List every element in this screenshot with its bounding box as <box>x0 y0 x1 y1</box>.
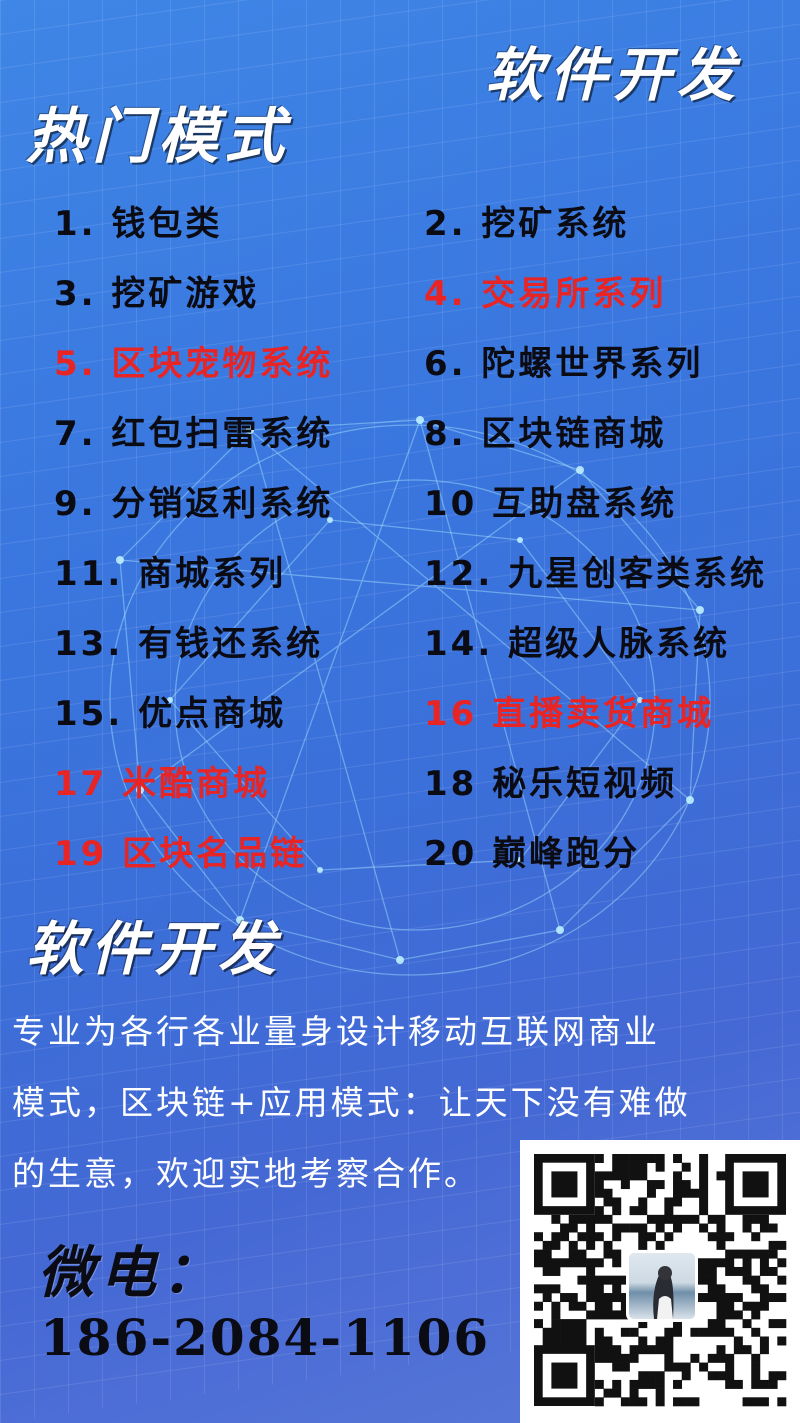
section-title: 软件开发 <box>26 915 283 983</box>
list-item: 10 互助盘系统 <box>424 484 678 524</box>
list-item: 8. 区块链商城 <box>424 414 667 454</box>
qr-code[interactable] <box>520 1140 800 1423</box>
avatar <box>626 1250 698 1322</box>
hot-models-title: 热门模式 <box>26 102 290 172</box>
top-title: 软件开发 <box>485 41 742 109</box>
list-item: 17 米酷商城 <box>54 764 271 804</box>
list-item: 16 直播卖货商城 <box>424 694 715 734</box>
list-item: 18 秘乐短视频 <box>424 764 678 804</box>
list-item: 9. 分销返利系统 <box>54 484 334 524</box>
list-item: 5. 区块宠物系统 <box>54 344 334 384</box>
list-item: 3. 挖矿游戏 <box>54 274 260 314</box>
description-line: 的生意，欢迎实地考察合作。 <box>12 1154 480 1193</box>
section-description: 专业为各行各业量身设计移动互联网商业 模式，区块链+应用模式：让天下没有难做 的… <box>12 996 788 1209</box>
description-line: 模式，区块链+应用模式：让天下没有难做 <box>12 1083 691 1122</box>
contact-label: 微电： <box>38 1240 224 1306</box>
list-item: 12. 九星创客类系统 <box>424 554 768 594</box>
description-line: 专业为各行各业量身设计移动互联网商业 <box>12 1012 660 1051</box>
list-item: 14. 超级人脉系统 <box>424 624 731 664</box>
list-item: 1. 钱包类 <box>54 204 223 244</box>
list-item: 6. 陀螺世界系列 <box>424 344 704 384</box>
avatar-photo-icon <box>653 1266 674 1319</box>
list-item: 4. 交易所系列 <box>424 274 667 314</box>
list-item: 11. 商城系列 <box>54 554 287 594</box>
phone-number: 186-2084-1106 <box>40 1308 491 1367</box>
list-item: 13. 有钱还系统 <box>54 624 324 664</box>
list-item: 7. 红包扫雷系统 <box>54 414 334 454</box>
list-item: 15. 优点商城 <box>54 694 287 734</box>
list-item: 20 巅峰跑分 <box>424 834 641 874</box>
list-item: 19 区块名品链 <box>54 834 308 874</box>
list-item: 2. 挖矿系统 <box>424 204 630 244</box>
qr-code-pattern <box>533 1153 787 1407</box>
